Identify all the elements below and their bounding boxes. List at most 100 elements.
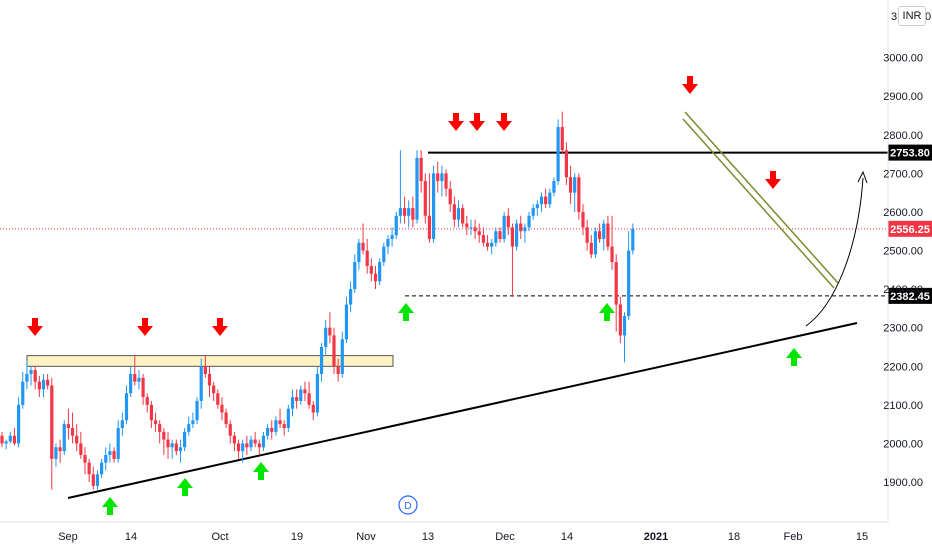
candle-body [440,173,444,182]
candle-body [390,235,394,239]
channel-upper-line[interactable] [684,111,839,284]
candle-body [153,420,158,425]
candle [274,416,278,436]
candle [54,443,58,467]
candle [133,354,137,386]
candle-body [593,231,598,255]
candle [245,435,249,455]
projection-curve-path[interactable] [805,177,864,327]
candle-body [12,435,17,444]
candle-body [519,223,523,232]
candle-body [120,420,124,428]
candle [108,443,112,463]
candle-body [307,393,311,405]
sell-arrow-icon [496,113,512,131]
dividend-marker-circle[interactable] [398,495,418,515]
candle [614,254,618,332]
y-tick-label: 2400.00 [883,284,923,296]
projection-arrowhead-icon [857,170,868,184]
candle-body [228,424,232,436]
candle-body [477,231,481,236]
candle-body [207,373,212,386]
candle [427,173,432,243]
candle [0,431,4,448]
x-tick-label: Feb [784,531,803,543]
y-tick-label: 2100.00 [883,400,923,412]
candle-body [436,173,440,182]
x-tick-label: 19 [291,531,303,543]
ascending-trendline[interactable] [67,322,858,499]
candle [344,296,349,344]
candle [257,439,261,455]
x-tick-label: 13 [422,531,434,543]
candle [290,389,295,417]
candle [4,439,8,450]
candle [535,200,539,216]
candle [357,238,361,270]
price-axis[interactable]: 1900.00 2000.00 2100.00 2200.00 2300.00 2400.… [883,0,931,522]
dividend-marker[interactable]: D [398,495,418,515]
candle-body [79,443,83,455]
buy-arrow-shape [102,497,118,515]
candle-body [585,227,589,243]
y-tick-label: 1900.00 [883,477,923,489]
candle [622,312,627,363]
y-tick-label-partial-right: 0 [925,11,931,23]
buy-arrow-shape [599,303,615,321]
y-tick-label: 2300.00 [883,323,923,335]
candle-body [456,208,461,220]
candle [610,215,614,270]
candle [241,439,245,463]
current-price-tag [888,220,932,237]
candle-body [452,204,456,220]
candle [166,431,170,459]
candle [419,150,423,193]
currency-button[interactable]: INR [898,6,926,26]
candle [149,400,153,428]
candle [402,196,407,224]
candle [104,447,108,471]
candle [461,204,465,228]
candle-body [319,346,324,374]
candle [336,358,340,382]
candle-body [216,393,220,405]
candle-body [149,404,153,421]
candle-body [133,373,137,382]
candle-body [598,231,602,239]
candle-body [589,242,593,255]
candle-body [33,370,37,382]
candle [137,370,141,390]
candle [328,312,332,344]
candle-body [573,177,577,193]
candle-body [361,242,365,251]
candle-body [423,181,427,216]
candle [523,223,527,243]
x-tick-label: Oct [211,531,228,543]
candle [631,223,635,255]
candle [564,142,568,185]
candle-body [183,431,187,448]
candle-body [369,265,373,274]
buy-arrow-shape [253,462,269,480]
candle [295,389,299,409]
y-tick-label: 2800.00 [883,130,923,142]
sell-arrow-shape [137,318,153,336]
candle [191,412,195,428]
candle [75,424,79,452]
candle-body [54,447,58,459]
candle [282,420,286,436]
candle [129,366,133,398]
candle-body [212,385,216,394]
buy-arrow-icon [599,303,615,321]
candle-body [552,181,556,193]
channel-lower-line[interactable] [682,118,835,289]
time-axis[interactable]: Sep 14 Oct 19 Nov 13 Dec 14 2021 18 Feb 15 [0,521,888,543]
candle [452,196,456,228]
buy-arrow-icon [253,462,269,480]
candle-body [419,157,423,182]
y-tick-label-partial: 3 [891,11,897,23]
candle [498,227,502,243]
candle [307,381,311,409]
candle [174,439,178,455]
